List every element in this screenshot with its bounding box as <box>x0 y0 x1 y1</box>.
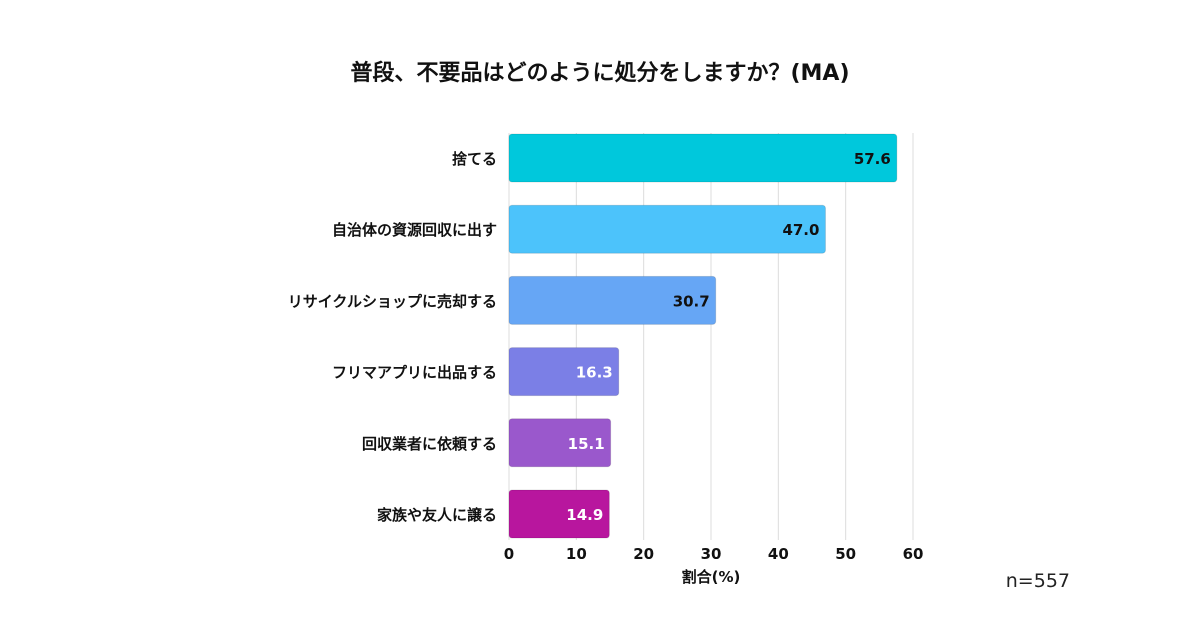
value-label: 16.3 <box>576 364 613 382</box>
category-label: リサイクルショップに売却する <box>288 292 497 310</box>
x-tick-label: 20 <box>633 545 654 563</box>
x-tick-label: 60 <box>903 545 924 563</box>
x-tick-label: 0 <box>504 545 514 563</box>
value-label: 57.6 <box>854 150 891 168</box>
x-tick-labels: 0 10 20 30 40 50 60 <box>504 545 924 563</box>
category-label: 捨てる <box>452 150 497 168</box>
bar <box>508 275 717 325</box>
x-tick-label: 50 <box>835 545 856 563</box>
sample-size-note: n=557 <box>1006 570 1070 592</box>
category-label: 回収業者に依頼する <box>362 435 497 453</box>
value-label: 30.7 <box>673 292 710 310</box>
value-label: 15.1 <box>568 435 605 453</box>
x-tick-label: 10 <box>566 545 587 563</box>
bar <box>508 347 620 397</box>
bar <box>508 133 898 183</box>
category-label: 家族や友人に譲る <box>377 506 497 524</box>
bars: 57.6 47.0 30.7 16.3 15.1 14.9 <box>508 133 898 539</box>
category-labels: 捨てる自治体の資源回収に出すリサイクルショップに売却するフリマアプリに出品する回… <box>288 150 497 524</box>
category-label: フリマアプリに出品する <box>332 364 497 382</box>
value-label: 47.0 <box>782 221 819 239</box>
value-label: 14.9 <box>566 506 603 524</box>
bar <box>508 489 610 539</box>
x-axis-title: 割合(%) <box>682 568 741 586</box>
category-label: 自治体の資源回収に出す <box>332 221 497 239</box>
x-tick-label: 40 <box>768 545 789 563</box>
x-tick-label: 30 <box>701 545 722 563</box>
bar <box>508 204 826 254</box>
chart-title: 普段、不要品はどのように処分をしますか？(MA) <box>350 60 849 86</box>
bar <box>508 418 612 468</box>
gridlines <box>508 133 914 540</box>
